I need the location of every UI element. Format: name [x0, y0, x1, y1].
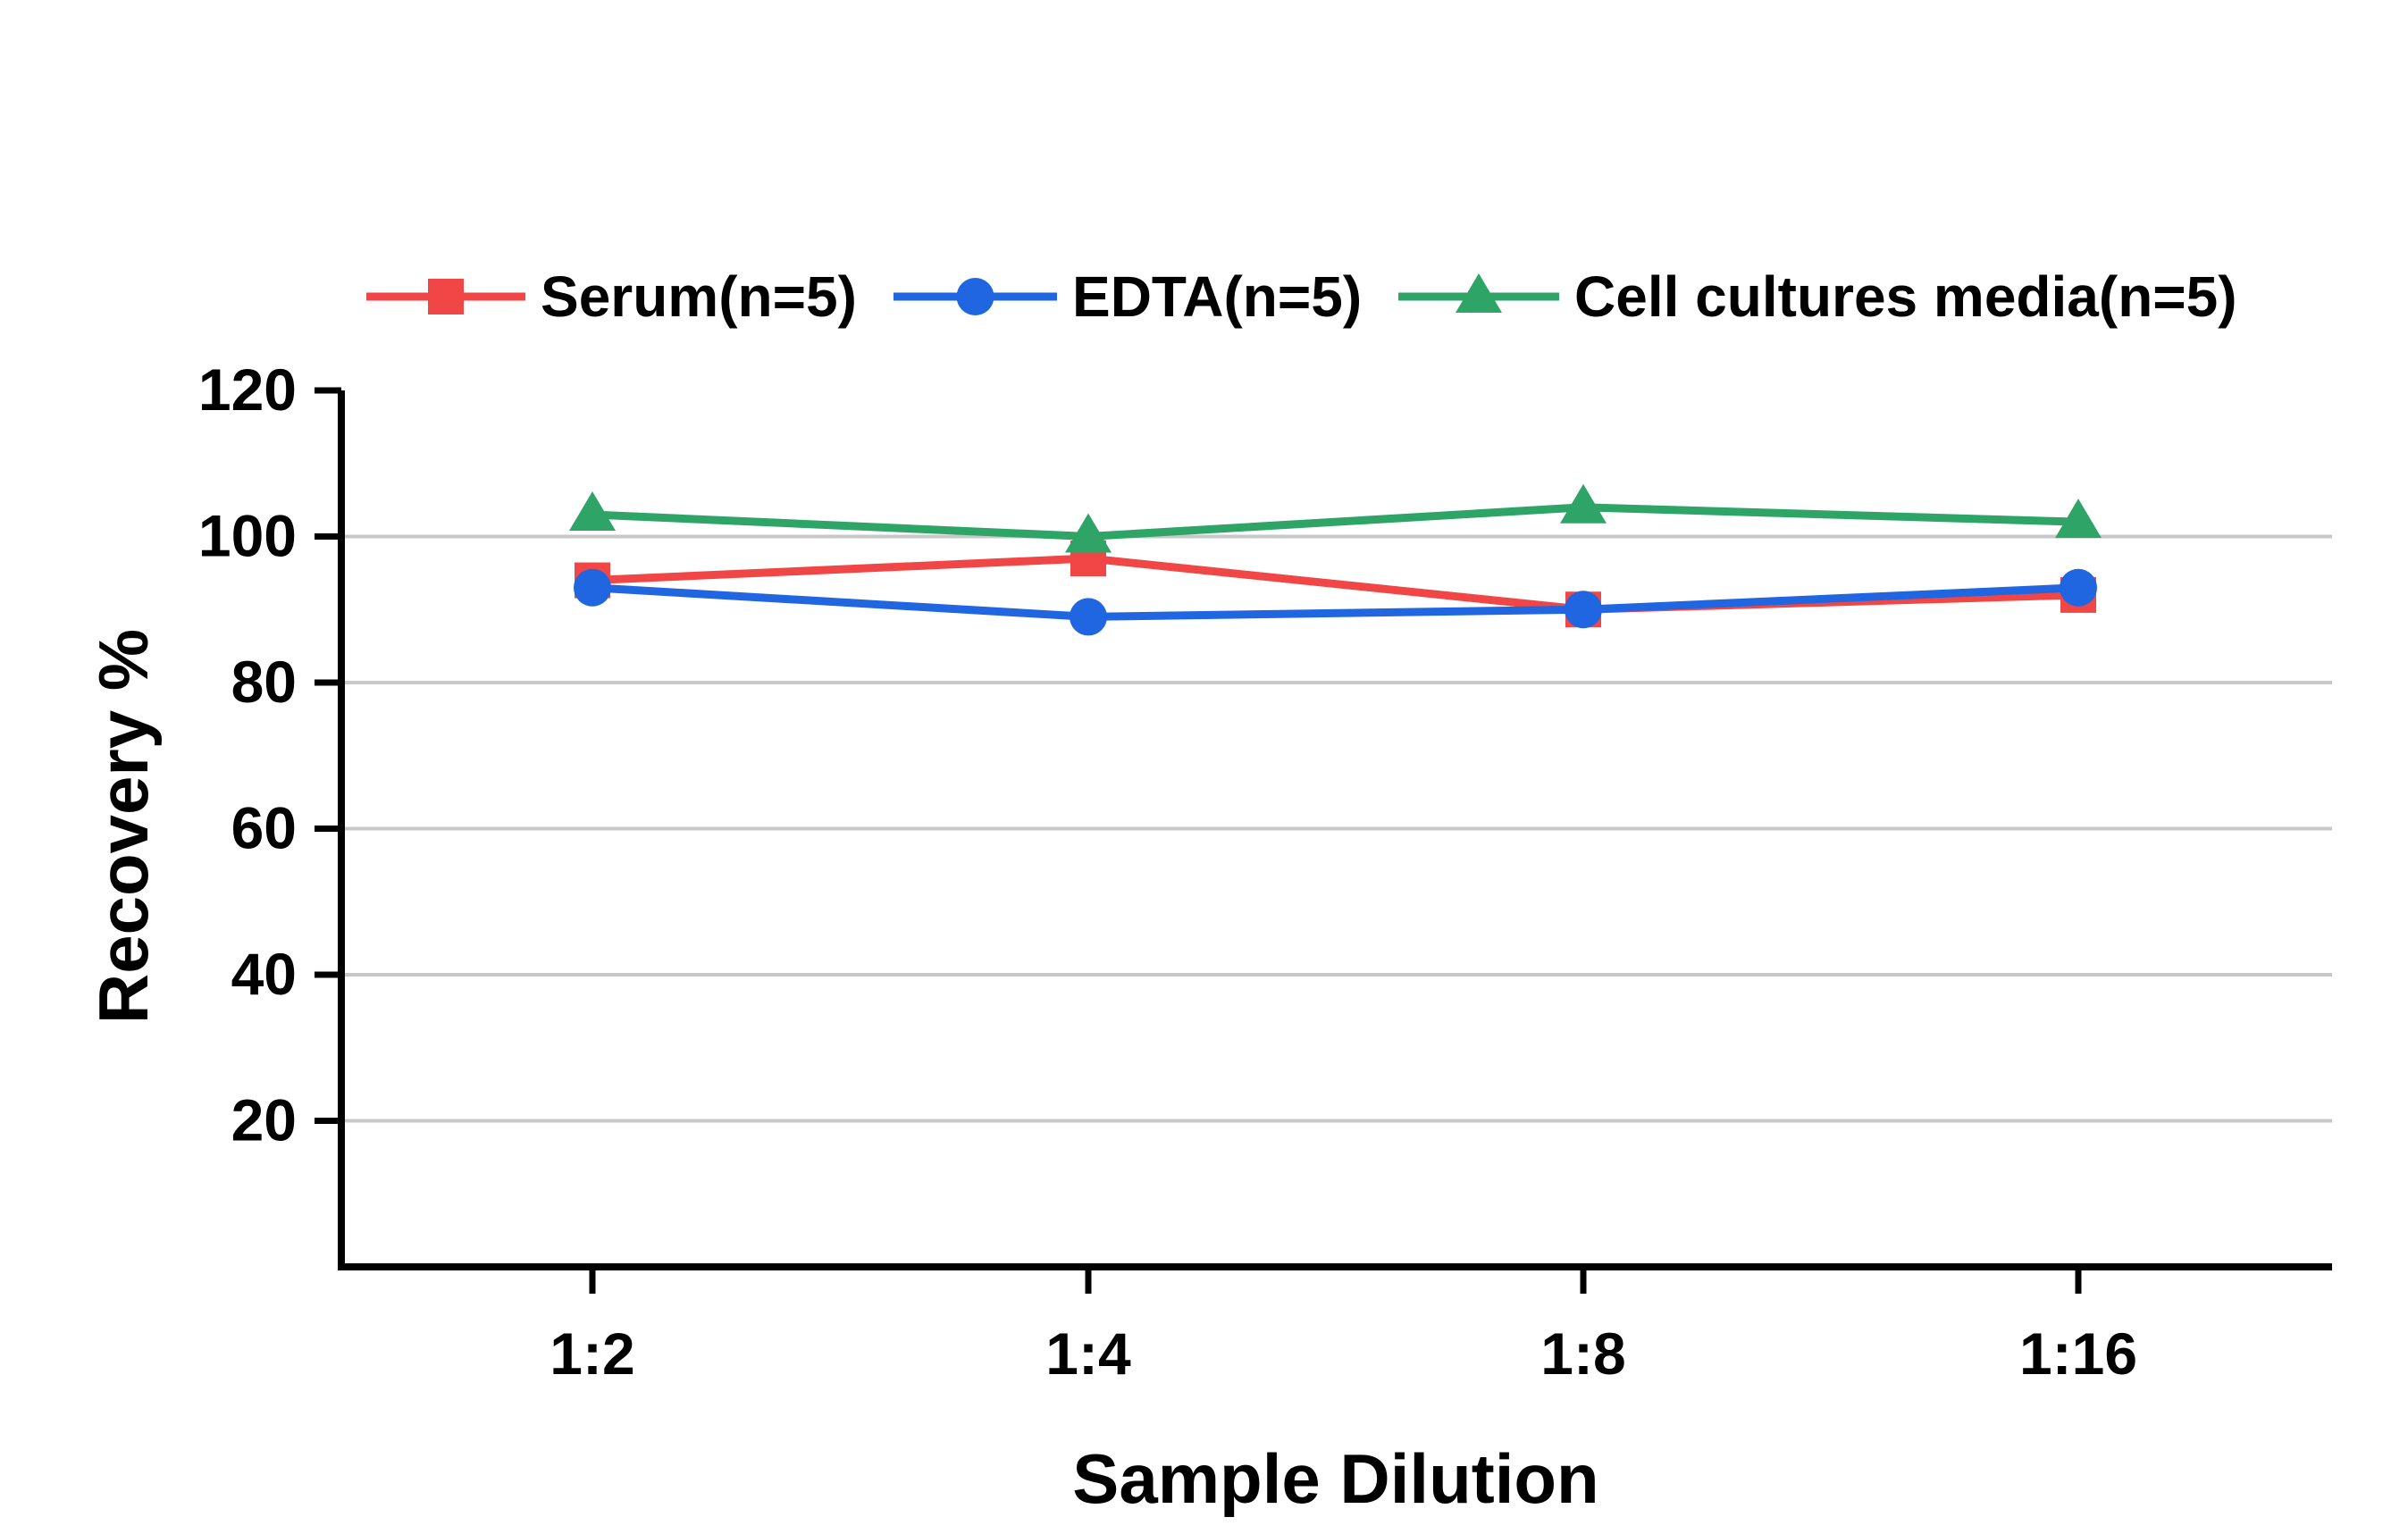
y-tick-label: 60 [231, 795, 297, 861]
series-line [592, 503, 2079, 541]
legend-item-3: Cell cultures media(n=5) [1398, 264, 2237, 329]
legend-item-2: EDTA(n=5) [894, 264, 1362, 329]
grid-lines [341, 534, 2332, 1123]
data-point [569, 490, 616, 531]
series-line [592, 583, 2079, 621]
series-3 [569, 483, 2102, 553]
data-point [2060, 568, 2097, 607]
legend: Serum(n=5) EDTA(n=5) Cell cultures media(n… [366, 264, 2237, 329]
y-tick-label: 40 [231, 941, 297, 1007]
legend-label: EDTA(n=5) [1072, 264, 1362, 329]
data-point [1070, 598, 1107, 636]
data-point [2055, 499, 2102, 539]
x-axis-title: Sample Dilution [1072, 1439, 1598, 1518]
tick-marks [315, 387, 2082, 1294]
x-tick-label: 1:16 [2019, 1320, 2137, 1387]
series-layer [569, 483, 2102, 636]
x-tick-label: 1:8 [1540, 1320, 1625, 1387]
tick-labels: 20 40 60 80 100 120 1:2 1:4 1:8 1:16 [198, 356, 2137, 1387]
legend-label: Cell cultures media(n=5) [1574, 264, 2237, 329]
data-point [1065, 513, 1112, 553]
x-tick-label: 1:2 [550, 1320, 634, 1387]
y-tick-label: 20 [231, 1087, 297, 1153]
y-tick-label: 120 [198, 356, 297, 423]
legend-marker [956, 278, 994, 315]
x-tick-label: 1:4 [1045, 1320, 1131, 1387]
legend-item-1: Serum(n=5) [366, 264, 857, 329]
data-point [1560, 483, 1607, 524]
y-tick-label: 100 [198, 503, 297, 569]
data-point [574, 568, 611, 607]
legend-label: Serum(n=5) [541, 264, 857, 329]
y-tick-label: 80 [231, 649, 297, 715]
series-2 [574, 568, 2097, 636]
data-point [1565, 591, 1602, 629]
legend-marker [428, 279, 464, 314]
y-axis-title: Recovery % [84, 629, 163, 1024]
legend-marker [1456, 273, 1502, 313]
